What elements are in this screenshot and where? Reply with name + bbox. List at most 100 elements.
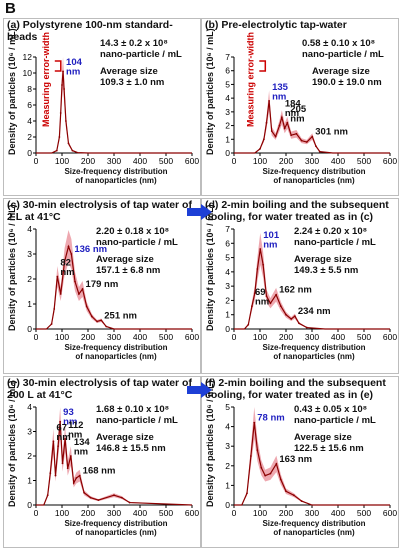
x-tick-label: 200: [81, 156, 95, 166]
x-tick-label: 400: [331, 332, 345, 342]
y-tick-label: 5: [225, 79, 230, 89]
y-tick-label: 2: [225, 461, 230, 471]
y-tick-label: 12: [23, 52, 33, 62]
x-tick-label: 600: [383, 508, 397, 518]
data-point: [305, 141, 308, 143]
data-point: [78, 474, 81, 477]
average-size-text: Average size 190.0 ± 19.0 nm: [312, 66, 382, 88]
data-point: [57, 445, 59, 448]
data-point: [50, 323, 53, 325]
arrow-c-to-d: [187, 204, 212, 220]
data-point: [72, 482, 75, 484]
y-tick-label: 4: [27, 224, 32, 234]
data-point: [247, 323, 250, 326]
data-point: [81, 288, 84, 290]
y-tick-label: 1: [225, 310, 230, 320]
peak-label: 101 nm: [263, 230, 280, 251]
data-point: [67, 245, 70, 248]
peak-label: 82 nm: [60, 258, 74, 279]
data-point: [275, 293, 278, 296]
y-tick-label: 7: [225, 224, 230, 234]
peak-label: 205 nm: [290, 104, 307, 125]
chart-title: (c) 30-min electrolysis of tap water of …: [7, 199, 192, 223]
y-tick-label: 7: [225, 52, 230, 62]
x-tick-label: 500: [357, 508, 371, 518]
data-point: [270, 130, 273, 132]
average-size-text: Average size 122.5 ± 15.6 nm: [294, 432, 364, 454]
data-point: [315, 145, 317, 148]
panel-a: (a) Polystyrene 100-nm standard-beads Den…: [3, 18, 201, 196]
data-point: [285, 313, 287, 316]
data-point: [253, 421, 256, 424]
x-tick-label: 600: [185, 332, 199, 342]
y-tick-label: 4: [225, 93, 230, 103]
x-tick-label: 400: [133, 332, 147, 342]
peak-label: 78 nm: [257, 413, 284, 424]
x-tick-label: 400: [331, 508, 345, 518]
data-point: [269, 302, 272, 305]
x-tick-label: 300: [107, 508, 121, 518]
error-band: [234, 233, 390, 329]
data-point: [259, 248, 262, 250]
x-tick-label: 100: [253, 332, 267, 342]
x-tick-label: 500: [357, 332, 371, 342]
plot-area: 0 100 200 300 400 500 600 0 1 2 3 4 5 78 nm 163 nm: [225, 402, 397, 518]
y-tick-label: 0: [225, 148, 230, 158]
x-axis-label: Size-frequency distribution of nanoparti…: [262, 519, 366, 537]
y-tick-label: 8: [27, 84, 32, 94]
y-tick-label: 1: [27, 299, 32, 309]
y-tick-label: 4: [27, 116, 32, 126]
chart-title: (a) Polystyrene 100-nm standard-beads: [7, 19, 173, 43]
y-tick-label: 2: [27, 274, 32, 284]
data-point: [96, 320, 98, 323]
peak-label: 162 nm: [279, 285, 312, 296]
data-point: [58, 136, 61, 138]
y-tick-label: 5: [225, 253, 230, 263]
x-tick-label: 500: [357, 156, 371, 166]
data-point: [259, 147, 261, 150]
data-point: [53, 308, 56, 310]
error-band: [234, 90, 390, 153]
data-point: [56, 275, 59, 278]
data-point: [63, 88, 65, 90]
figure-label: B: [5, 0, 16, 17]
average-size-text: Average size 157.1 ± 6.8 nm: [96, 254, 161, 276]
data-point: [246, 492, 248, 495]
x-tick-label: 0: [232, 332, 237, 342]
data-point: [300, 500, 303, 502]
data-point: [59, 112, 62, 114]
y-tick-label: 0: [27, 324, 32, 334]
y-tick-label: 3: [27, 427, 32, 437]
mean-curve: [36, 71, 192, 154]
data-point: [293, 315, 296, 318]
x-axis-label: Size-frequency distribution of nanoparti…: [64, 519, 168, 537]
average-size-text: Average size 109.3 ± 1.0 nm: [100, 66, 165, 88]
data-point: [54, 474, 57, 477]
peak-label: 251 nm: [104, 310, 137, 321]
mean-curve: [234, 422, 390, 506]
data-point: [260, 466, 263, 469]
data-point: [251, 305, 253, 308]
x-tick-label: 500: [159, 508, 173, 518]
plot-area: 0 100 200 300 400 500 600 0 2 4 6 8 10 12 104 nm Measuri…: [23, 32, 200, 166]
x-tick-label: 400: [133, 156, 147, 166]
data-point: [85, 305, 88, 308]
data-point: [256, 268, 259, 270]
x-tick-label: 200: [81, 332, 95, 342]
x-axis-label: Size-frequency distribution of nanoparti…: [64, 343, 168, 361]
data-point: [264, 474, 267, 477]
data-point: [269, 472, 272, 475]
data-point: [285, 490, 287, 493]
x-tick-label: 300: [305, 156, 319, 166]
peak-label: 234 nm: [298, 306, 331, 317]
data-point: [97, 499, 100, 501]
peak-label: 184 nm: [285, 98, 302, 119]
y-tick-label: 6: [27, 100, 32, 110]
x-tick-label: 600: [185, 508, 199, 518]
data-point: [61, 84, 63, 86]
data-point: [305, 326, 308, 329]
data-point: [295, 132, 298, 135]
data-point: [55, 149, 58, 152]
